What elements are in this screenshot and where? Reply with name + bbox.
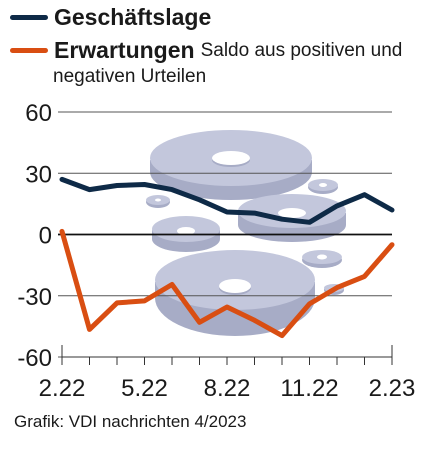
- credit-text: Grafik: VDI nachrichten 4/2023: [14, 412, 247, 431]
- legend-label-erwartungen: Erwartungen: [54, 37, 195, 63]
- legend-item-geschaeftslage: Geschäftslage: [10, 4, 211, 31]
- washer-tiny-3: [302, 250, 342, 268]
- legend-swatch-geschaeftslage: [10, 15, 48, 20]
- series-lines: [59, 176, 395, 339]
- y-tick-label: 30: [25, 161, 52, 188]
- x-tick-label: 2.23: [369, 375, 416, 402]
- y-tick-label: 60: [25, 100, 52, 127]
- legend-swatch-erwartungen: [10, 48, 48, 53]
- washer-small-left: [152, 216, 220, 252]
- x-tick-label: 2.22: [39, 375, 86, 402]
- washer-large-top: [150, 130, 312, 200]
- x-tick-label: 11.22: [280, 375, 338, 402]
- washers-illustration: [146, 130, 346, 336]
- legend-label-geschaeftslage: Geschäftslage: [54, 4, 212, 30]
- x-tick-label: 5.22: [121, 375, 168, 402]
- y-axis: 60 30 0 -30 -60: [17, 100, 52, 372]
- x-tick-label: 8.22: [204, 375, 251, 402]
- washer-tiny-2: [308, 179, 338, 194]
- y-tick-label: 0: [39, 223, 52, 250]
- washer-tiny-1: [146, 195, 170, 208]
- legend-note-line2: negativen Urteilen: [53, 66, 207, 87]
- y-tick-label: -60: [17, 345, 52, 372]
- legend-note-line1: Saldo aus positiven und: [200, 39, 403, 61]
- x-axis: 2.22 5.22 8.22 11.22 2.23: [39, 345, 416, 402]
- legend-item-erwartungen: Erwartungen Saldo aus positiven und: [10, 37, 402, 64]
- y-tick-label: -30: [17, 284, 52, 311]
